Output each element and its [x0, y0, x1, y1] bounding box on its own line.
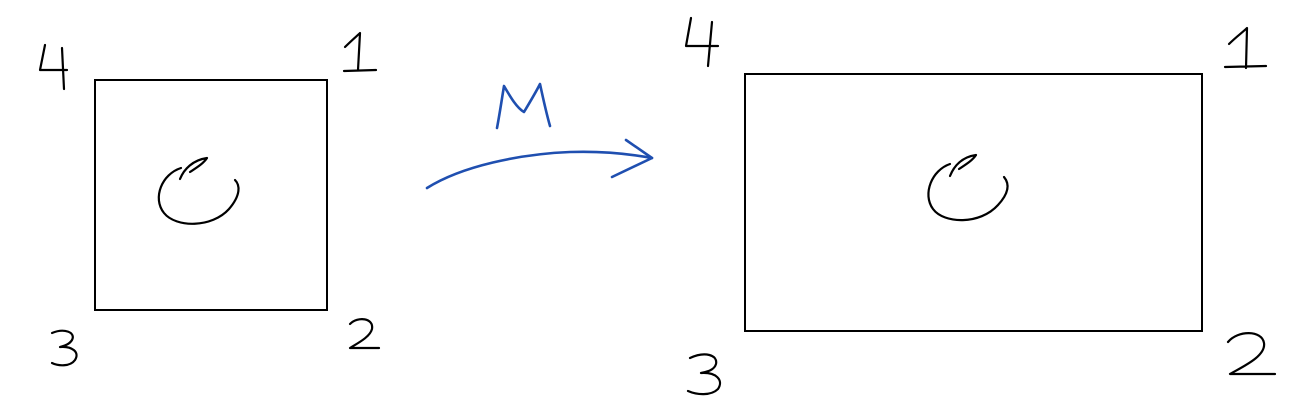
right-corner-label-3: 3: [0, 0, 722, 396]
right-corner-label-2: 2: [0, 0, 1277, 376]
mapping-label-M: M: [0, 0, 552, 130]
left-corner-label-3-text: 3: [0, 0, 10, 4]
right-corner-label-4: 4: [0, 0, 720, 68]
left-rotation-icon: [157, 166, 240, 225]
mapping-label-M-text: M: [0, 0, 14, 4]
right-corner-label-4-text: 4: [0, 0, 10, 4]
right-rotation-icon: [927, 162, 1009, 222]
mapping-arrow: [425, 150, 654, 190]
left-square: [94, 79, 328, 311]
right-rectangle-group: 4 1 3 2: [0, 0, 1277, 396]
right-corner-label-3-text: 3: [0, 0, 10, 4]
left-corner-label-2-text: 2: [0, 0, 10, 4]
left-corner-label-3: 3: [0, 0, 78, 367]
left-corner-label-2: 2: [0, 0, 381, 350]
right-rotation-arrowhead: [948, 153, 978, 178]
left-corner-label-4-text: 4: [0, 0, 10, 4]
left-rotation-arrowhead: [178, 156, 209, 181]
left-square-group: 4 1 3 2: [0, 0, 381, 367]
mapping-arrow-group: M: [0, 0, 654, 190]
left-corner-label-1: 1: [0, 0, 378, 73]
right-corner-label-2-text: 2: [0, 0, 10, 4]
right-corner-label-1-text: 1: [0, 0, 10, 4]
right-corner-label-1: 1: [0, 0, 1268, 70]
left-corner-label-4: 4: [0, 0, 69, 91]
mapping-arrowhead: [610, 138, 654, 179]
left-corner-label-1-text: 1: [0, 0, 10, 4]
right-rectangle: [744, 73, 1203, 332]
